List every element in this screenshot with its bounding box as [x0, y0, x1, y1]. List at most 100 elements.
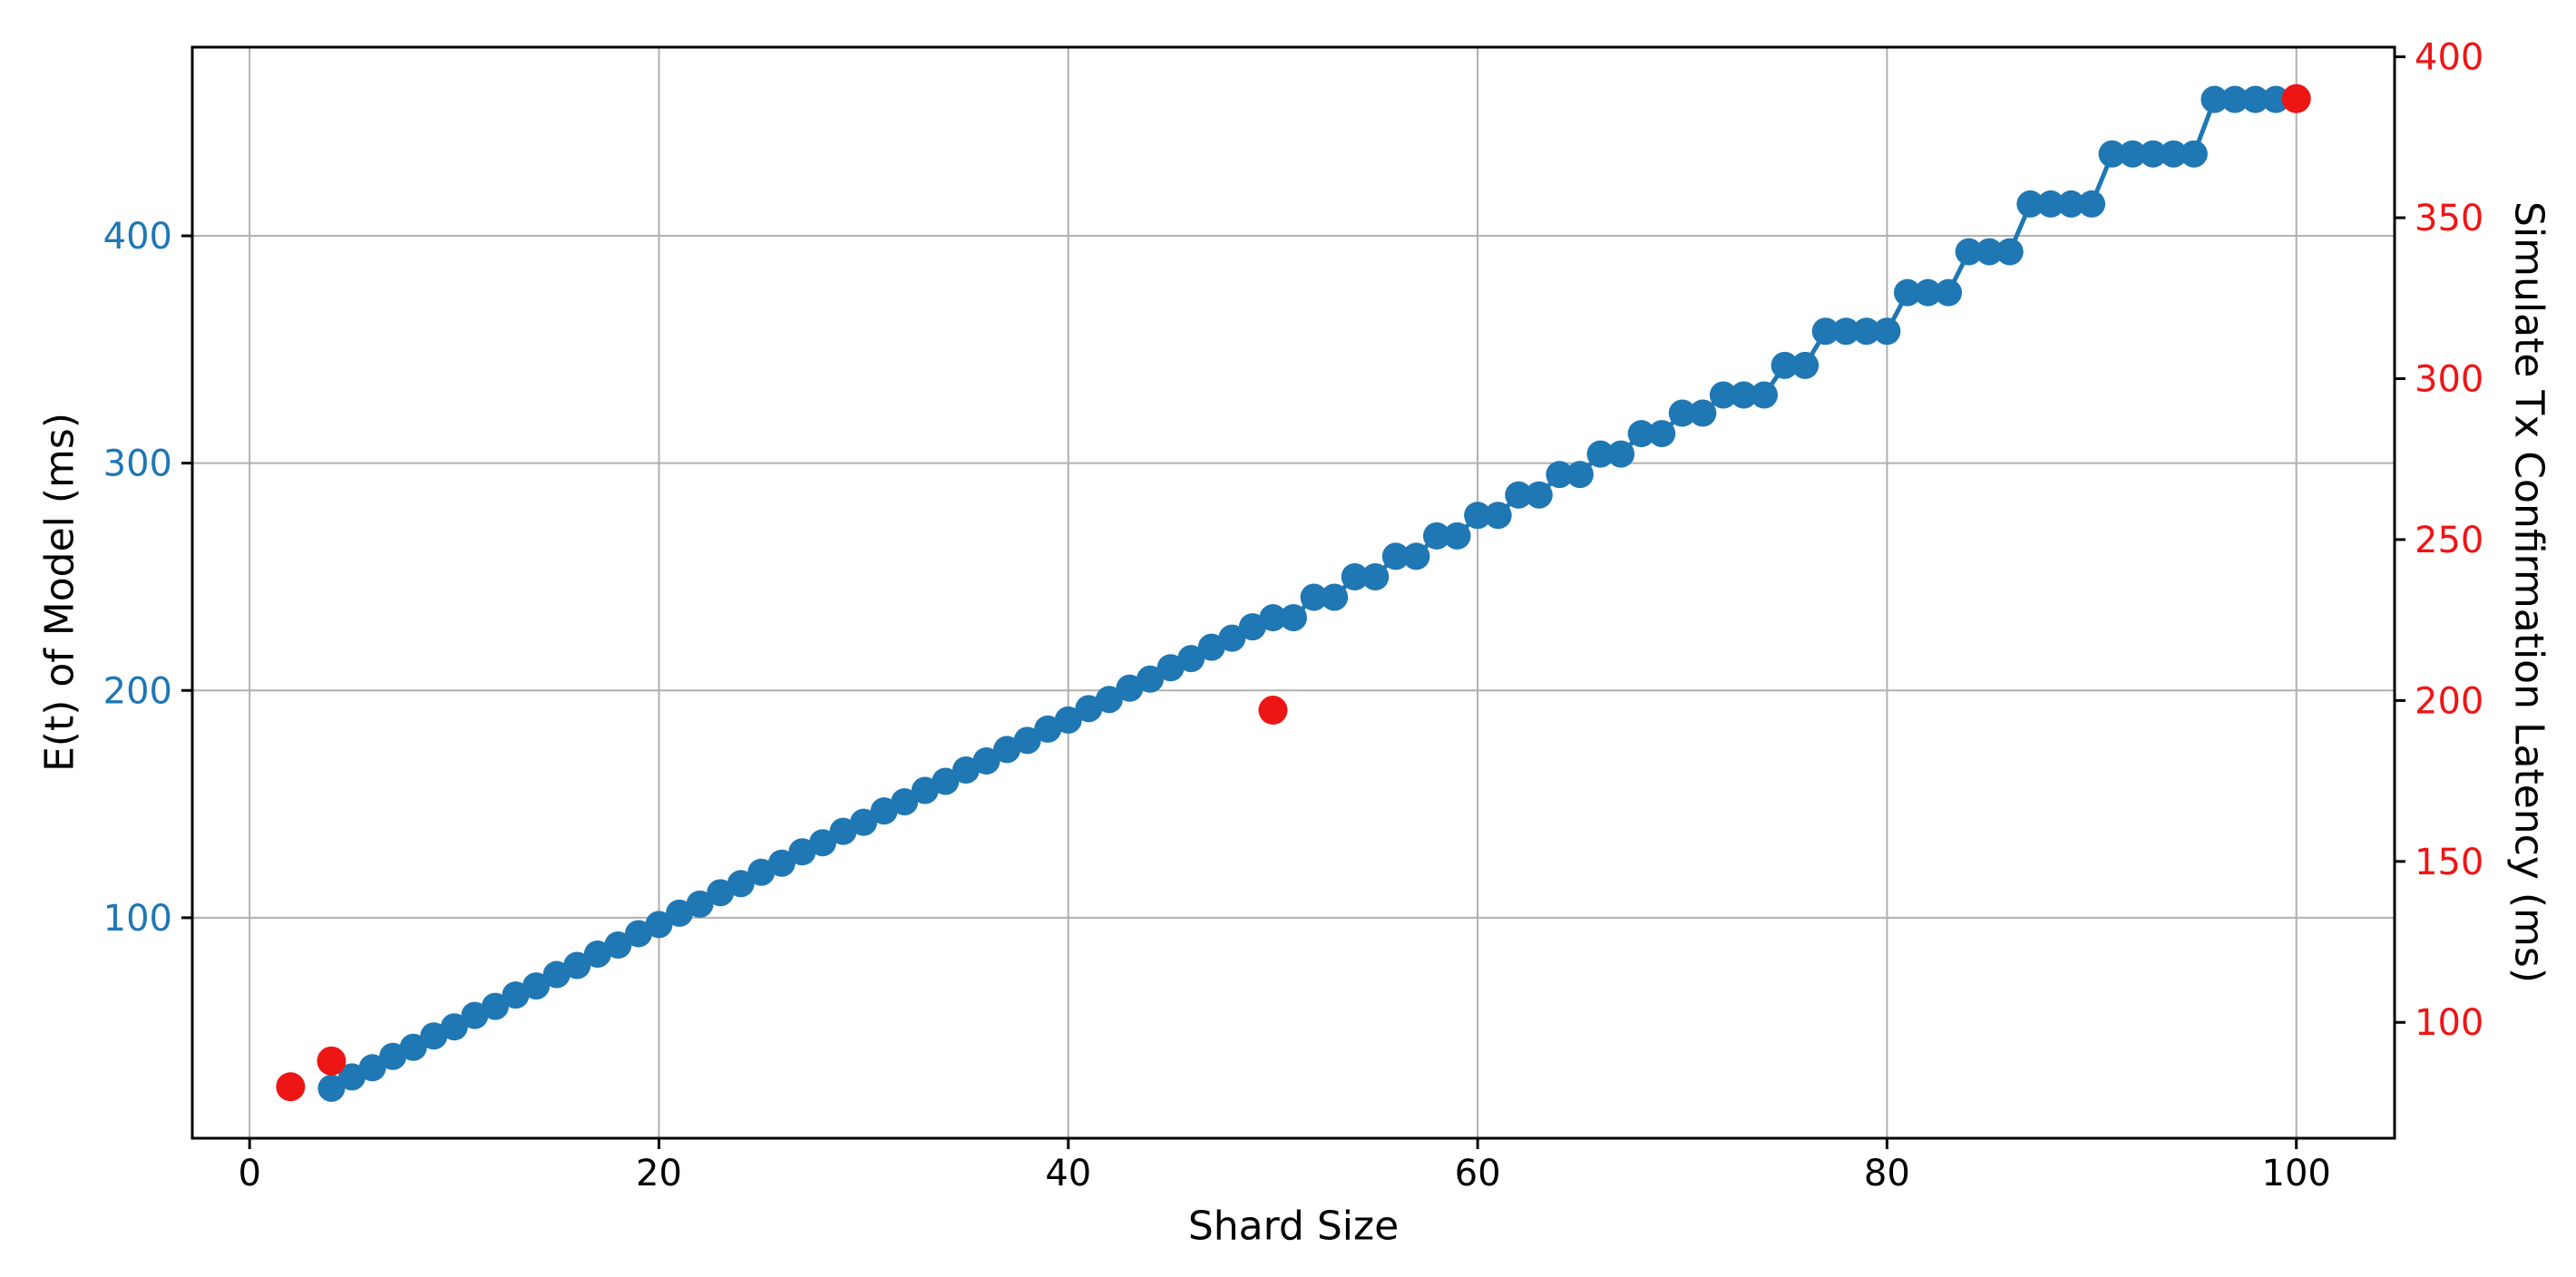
right-tick-label: 100: [2415, 1002, 2483, 1044]
model-point: [1321, 583, 1349, 611]
x-tick-label: 60: [1455, 1153, 1501, 1194]
model-point: [850, 808, 878, 836]
x-tick-label: 40: [1045, 1153, 1091, 1194]
right-tick-label: 300: [2415, 359, 2483, 401]
model-point: [1955, 238, 1983, 266]
right-y-axis-label: Simulate Tx Confirmation Latency (ms): [2505, 201, 2552, 983]
model-point: [358, 1054, 386, 1082]
model-point: [686, 890, 714, 918]
left-tick-label: 200: [103, 670, 172, 712]
model-point: [1464, 502, 1492, 530]
model-point: [583, 940, 611, 968]
x-tick-label: 80: [1864, 1153, 1910, 1194]
model-point: [2139, 140, 2167, 168]
right-tick-label: 150: [2415, 842, 2483, 883]
model-point: [1771, 351, 1799, 379]
model-point: [1280, 604, 1307, 632]
left-tick-label: 100: [103, 898, 172, 940]
model-point: [1484, 502, 1512, 530]
model-point: [972, 746, 1000, 775]
model-point: [788, 838, 816, 866]
model-point: [932, 767, 960, 795]
model-point: [2057, 190, 2085, 218]
model-point: [1914, 278, 1942, 307]
right-tick-label: 400: [2415, 37, 2483, 79]
model-point: [993, 736, 1021, 764]
right-tick-label: 350: [2415, 198, 2483, 239]
model-point: [1381, 542, 1410, 570]
model-point: [727, 870, 755, 898]
model-point: [2220, 85, 2249, 113]
model-point: [1689, 399, 1717, 427]
model-point: [767, 849, 795, 877]
model-point: [399, 1033, 427, 1061]
model-point: [645, 911, 673, 939]
model-point: [1546, 461, 1574, 489]
model-point: [1013, 726, 1041, 755]
left-tick-label: 300: [103, 444, 172, 485]
model-point: [1525, 481, 1553, 509]
model-point: [2180, 140, 2208, 168]
model-point: [1976, 238, 2004, 266]
model-point: [1341, 562, 1369, 590]
model-point: [1238, 613, 1266, 641]
x-tick-label: 20: [636, 1153, 682, 1194]
model-point: [1197, 633, 1225, 661]
model-point: [1402, 542, 1430, 570]
model-point: [1218, 624, 1246, 652]
model-point: [1607, 440, 1635, 468]
model-point: [1422, 522, 1450, 550]
model-point: [461, 1001, 489, 1029]
model-point: [2200, 85, 2229, 113]
model-point: [1566, 461, 1594, 489]
model-point: [2098, 140, 2126, 168]
model-point: [1361, 562, 1390, 590]
model-point: [891, 788, 919, 816]
model-point: [338, 1063, 366, 1091]
left-tick-label: 400: [103, 216, 172, 258]
model-point: [1177, 645, 1205, 673]
model-point: [1505, 481, 1533, 509]
latency-point: [1258, 696, 1288, 726]
latency-point: [276, 1072, 306, 1102]
model-point: [1054, 706, 1082, 734]
left-y-axis-label: E(t) of Model (ms): [36, 413, 83, 772]
model-point: [2119, 140, 2147, 168]
model-point: [1852, 317, 1880, 346]
model-point: [829, 817, 857, 845]
latency-point: [2281, 83, 2311, 113]
model-point: [317, 1074, 346, 1102]
model-point: [747, 858, 776, 886]
model-point: [2160, 140, 2188, 168]
model-point: [1586, 440, 1615, 468]
model-point: [951, 755, 980, 784]
model-point: [1730, 381, 1758, 409]
right-tick-label: 200: [2415, 680, 2483, 722]
model-point: [1995, 238, 2024, 266]
model-point: [707, 879, 735, 907]
model-point: [604, 931, 632, 959]
plot-border: [190, 45, 2396, 1140]
model-point: [1873, 317, 1901, 346]
model-point: [542, 960, 571, 989]
x-tick-label: 100: [2262, 1153, 2331, 1194]
model-point: [502, 981, 530, 1009]
model-point: [1709, 381, 1737, 409]
model-point: [1832, 317, 1860, 346]
model-point: [2036, 190, 2064, 218]
right-tick-label: 250: [2415, 520, 2483, 561]
model-point: [1075, 695, 1103, 723]
model-point: [1811, 317, 1839, 346]
model-point: [440, 1013, 468, 1041]
latency-point: [317, 1046, 346, 1076]
model-point: [2016, 190, 2044, 218]
model-point: [1648, 420, 1676, 448]
model-point: [1627, 420, 1655, 448]
model-point: [870, 797, 898, 825]
model-point: [1095, 686, 1123, 714]
model-point: [1791, 351, 1820, 379]
x-tick-label: 0: [238, 1153, 260, 1194]
model-point: [1259, 604, 1287, 632]
x-axis-label: Shard Size: [1187, 1203, 1400, 1250]
